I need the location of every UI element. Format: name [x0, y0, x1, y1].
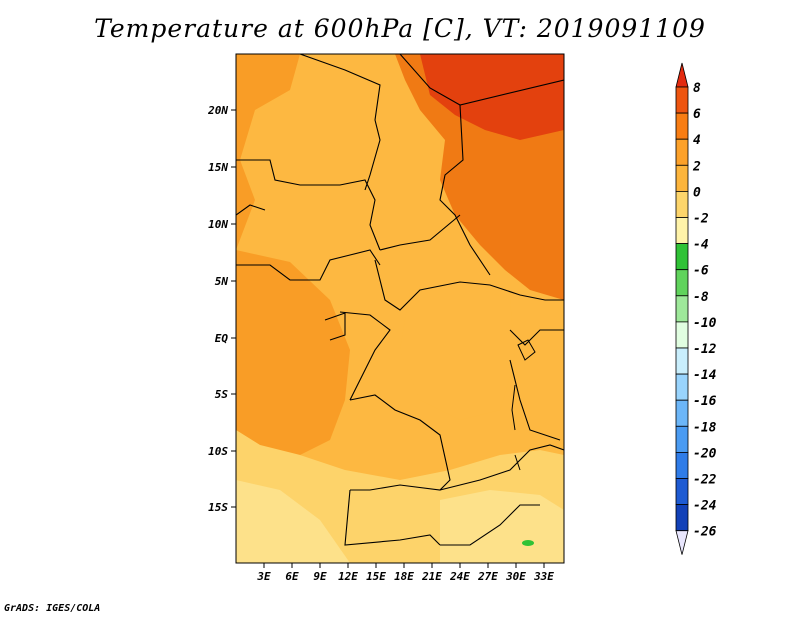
colorbar-swatch — [675, 347, 689, 375]
field-atlantic-band — [236, 250, 350, 455]
colorbar-label: -16 — [693, 394, 717, 409]
footer-credit: GrADS: IGES/COLA — [4, 603, 101, 614]
lon-label: 27E — [477, 570, 498, 583]
colorbar-label: -24 — [693, 499, 717, 514]
lon-label: 15E — [366, 570, 386, 583]
lon-label: 3E — [256, 570, 271, 583]
colorbar-swatch — [675, 478, 689, 506]
colorbar-label: -10 — [693, 316, 717, 331]
colorbar-bottom-arrow — [675, 530, 689, 555]
colorbar-label: -8 — [693, 290, 709, 305]
colorbar-label: -4 — [693, 238, 709, 253]
colorbar-swatch — [675, 86, 689, 114]
lat-label: 5S — [215, 388, 229, 401]
colorbar-swatch — [675, 295, 689, 323]
colorbar-label: 4 — [693, 133, 701, 148]
colorbar-label: -20 — [693, 446, 717, 461]
colorbar: 8 6 4 2 0 -2 -4 -6 -8 -10 -12 -14 -16 -18 -20 -22 -24 -26 — [675, 62, 717, 555]
lat-label: 5N — [215, 275, 229, 288]
colorbar-swatch — [675, 321, 689, 349]
lon-label: 6E — [285, 570, 299, 583]
colorbar-label: -22 — [693, 473, 717, 488]
lon-label: 9E — [313, 570, 327, 583]
lat-label: EQ — [215, 332, 229, 345]
colorbar-swatch — [675, 138, 689, 166]
lon-label: 18E — [394, 570, 414, 583]
lat-label: 10S — [208, 445, 228, 458]
lat-label: 15S — [208, 501, 228, 514]
colorbar-swatch — [675, 451, 689, 479]
country-borders — [236, 54, 564, 546]
field-green-spot — [522, 540, 534, 546]
colorbar-label: -26 — [693, 525, 717, 540]
temperature-field — [236, 54, 564, 563]
colorbar-swatch — [675, 504, 689, 532]
colorbar-swatch — [675, 190, 689, 218]
colorbar-swatch — [675, 112, 689, 140]
colorbar-label: 0 — [693, 185, 701, 200]
lon-label: 33E — [533, 570, 554, 583]
colorbar-label: 6 — [693, 107, 701, 122]
colorbar-label: -18 — [693, 420, 717, 435]
field-southwest-cool — [236, 480, 350, 563]
lat-label: 15N — [208, 161, 228, 174]
lat-axis — [231, 109, 236, 508]
map-frame — [235, 53, 565, 564]
colorbar-swatch — [675, 399, 689, 427]
field-west-band — [236, 54, 300, 250]
colorbar-swatch — [675, 217, 689, 245]
colorbar-label: 2 — [692, 159, 701, 174]
colorbar-swatch — [675, 373, 689, 401]
colorbar-label: -12 — [693, 342, 717, 357]
colorbar-label: 8 — [693, 81, 701, 96]
lon-axis — [263, 563, 545, 568]
field-central-patch — [400, 285, 515, 420]
field-southeast-cool — [440, 490, 564, 563]
colorbar-swatch — [675, 164, 689, 192]
lon-label: 12E — [338, 570, 358, 583]
colorbar-label: -14 — [693, 368, 717, 383]
lon-label: 24E — [449, 570, 470, 583]
lon-label: 21E — [421, 570, 442, 583]
colorbar-label: -6 — [693, 264, 709, 279]
colorbar-swatch — [675, 243, 689, 271]
colorbar-label: -2 — [693, 212, 709, 227]
lakes — [511, 339, 536, 471]
colorbar-swatch — [675, 269, 689, 297]
lat-label: 20N — [207, 104, 228, 117]
chart-title: Temperature at 600hPa [C], VT: 201909110… — [94, 14, 706, 43]
lat-label: 10N — [208, 218, 228, 231]
lon-label: 30E — [505, 570, 526, 583]
colorbar-top-arrow — [675, 62, 689, 88]
colorbar-swatch — [675, 425, 689, 453]
